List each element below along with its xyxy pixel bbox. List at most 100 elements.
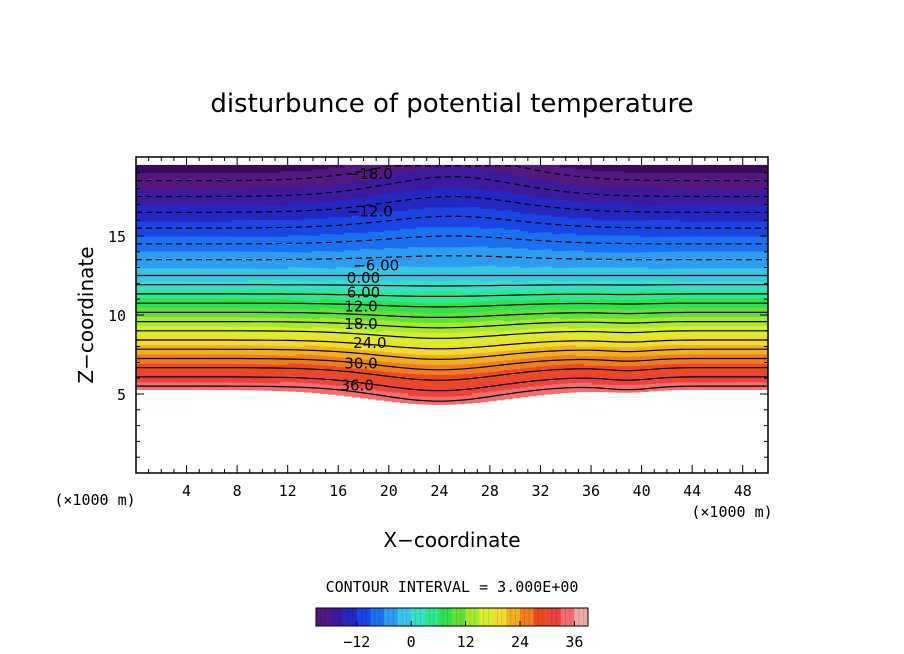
contour-cell [184,305,193,308]
contour-cell [304,248,313,251]
contour-cell [232,269,241,273]
contour-cell [232,245,241,248]
contour-cell [176,187,185,190]
contour-cell [192,383,201,387]
contour-cell [280,198,289,202]
contour-cell [192,198,201,202]
contour-cell [312,337,321,341]
contour-cell [320,279,329,282]
contour-cell [280,313,289,317]
contour-cell [168,346,177,349]
contour-cell [248,305,257,308]
contour-cell [184,247,193,250]
contour-cell [272,285,281,288]
contour-cell [168,174,177,177]
contour-cell [224,307,233,310]
contour-cell [272,309,281,313]
contour-cell [280,249,289,253]
contour-cell [232,232,241,235]
contour-cell [208,275,217,278]
contour-cell [224,239,233,243]
contour-cell [144,299,153,302]
contour-cell [320,343,329,347]
contour-cell [152,331,161,334]
contour-cell [264,350,273,354]
contour-cell [168,239,177,243]
contour-cell [200,179,209,183]
contour-cell [144,250,153,254]
contour-cell [176,168,185,172]
contour-cell [256,176,265,179]
contour-cell [320,347,329,351]
contour-cell [272,303,281,307]
contour-cell [240,224,249,228]
contour-cell [256,275,265,279]
contour-cell [136,198,145,202]
contour-cell [280,304,289,307]
contour-cell [216,387,225,390]
contour-cell [152,230,161,233]
contour-cell [144,316,153,319]
contour-cell [152,312,161,316]
contour-cell [216,164,225,168]
contour-cell [264,230,273,234]
contour-cell [160,179,169,183]
contour-cell [280,343,289,347]
contour-cell [216,264,225,267]
contour-cell [152,299,161,302]
contour-cell [192,299,201,303]
contour-cell [232,191,241,194]
contour-cell [176,297,185,301]
contour-cell [280,243,289,247]
contour-cell [224,288,233,291]
contour-cell [136,323,145,327]
contour-cell [264,236,273,239]
contour-cell [200,196,209,200]
contour-cell [200,189,209,192]
contour-cell [168,303,177,306]
contour-cell [264,172,273,175]
contour-cell [256,328,265,331]
contour-cell [176,219,185,222]
contour-cell [208,179,217,183]
contour-cell [136,235,145,239]
contour-cell [280,328,289,332]
contour-cell [280,189,289,192]
contour-cell [176,234,185,237]
contour-cell [208,335,217,338]
contour-cell [160,262,169,265]
contour-cell [216,303,225,306]
contour-cell [272,315,281,318]
contour-cell [296,365,305,368]
contour-cell [272,349,281,352]
contour-cell [312,263,321,267]
contour-cell [216,335,225,338]
contour-cell [152,314,161,317]
contour-cell [184,176,193,179]
contour-cell [216,331,225,334]
contour-cell [280,164,289,168]
contour-cell [216,372,225,376]
contour-cell [264,300,273,303]
contour-cell [272,313,281,316]
contour-cell [240,378,249,381]
contour-cell [200,262,209,265]
contour-cell [160,232,169,235]
contour-cell [160,174,169,177]
contour-cell [184,340,193,344]
contour-cell [224,359,233,362]
contour-cell [240,288,249,291]
contour-cell [216,314,225,318]
contour-cell [240,359,249,363]
contour-cell [264,303,273,307]
contour-cell [160,207,169,211]
contour-cell [136,321,145,325]
contour-cell [232,168,241,172]
contour-cell [160,200,169,203]
contour-cell [280,230,289,234]
contour-cell [160,295,169,299]
contour-cell [248,237,257,241]
contour-cell [240,183,249,187]
contour-cell [192,232,201,235]
contour-cell [288,193,297,196]
